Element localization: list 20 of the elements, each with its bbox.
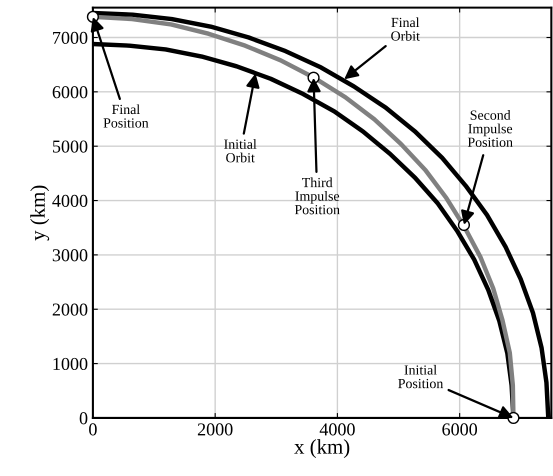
- x-tick-label: 6000: [442, 423, 478, 436]
- y-tick-label: 4000: [52, 194, 88, 207]
- annotation: Initial Orbit: [224, 139, 257, 162]
- annotation: Final Orbit: [391, 17, 420, 41]
- y-tick-label: 5000: [52, 140, 88, 153]
- y-axis-title: y (km): [30, 186, 50, 241]
- x-axis-title: x (km): [294, 439, 350, 458]
- annotation: Final Position: [104, 104, 148, 128]
- y-tick-label: 3000: [52, 249, 88, 262]
- y-tick-label: 0: [80, 412, 88, 424]
- x-tick-label: 0: [89, 423, 97, 436]
- annotation: Second Impulse Position: [468, 110, 513, 147]
- y-tick-label: 1000: [54, 358, 88, 370]
- y-tick-label: 7000: [53, 32, 88, 44]
- y-tick-label: 6000: [52, 86, 88, 98]
- x-tick-label: 4000: [320, 423, 355, 436]
- annotation: Third Impulse Position: [294, 177, 340, 214]
- x-tick-label: 2000: [198, 423, 233, 436]
- annotation: Initial Position: [398, 364, 444, 388]
- y-tick-label: 2000: [52, 303, 88, 316]
